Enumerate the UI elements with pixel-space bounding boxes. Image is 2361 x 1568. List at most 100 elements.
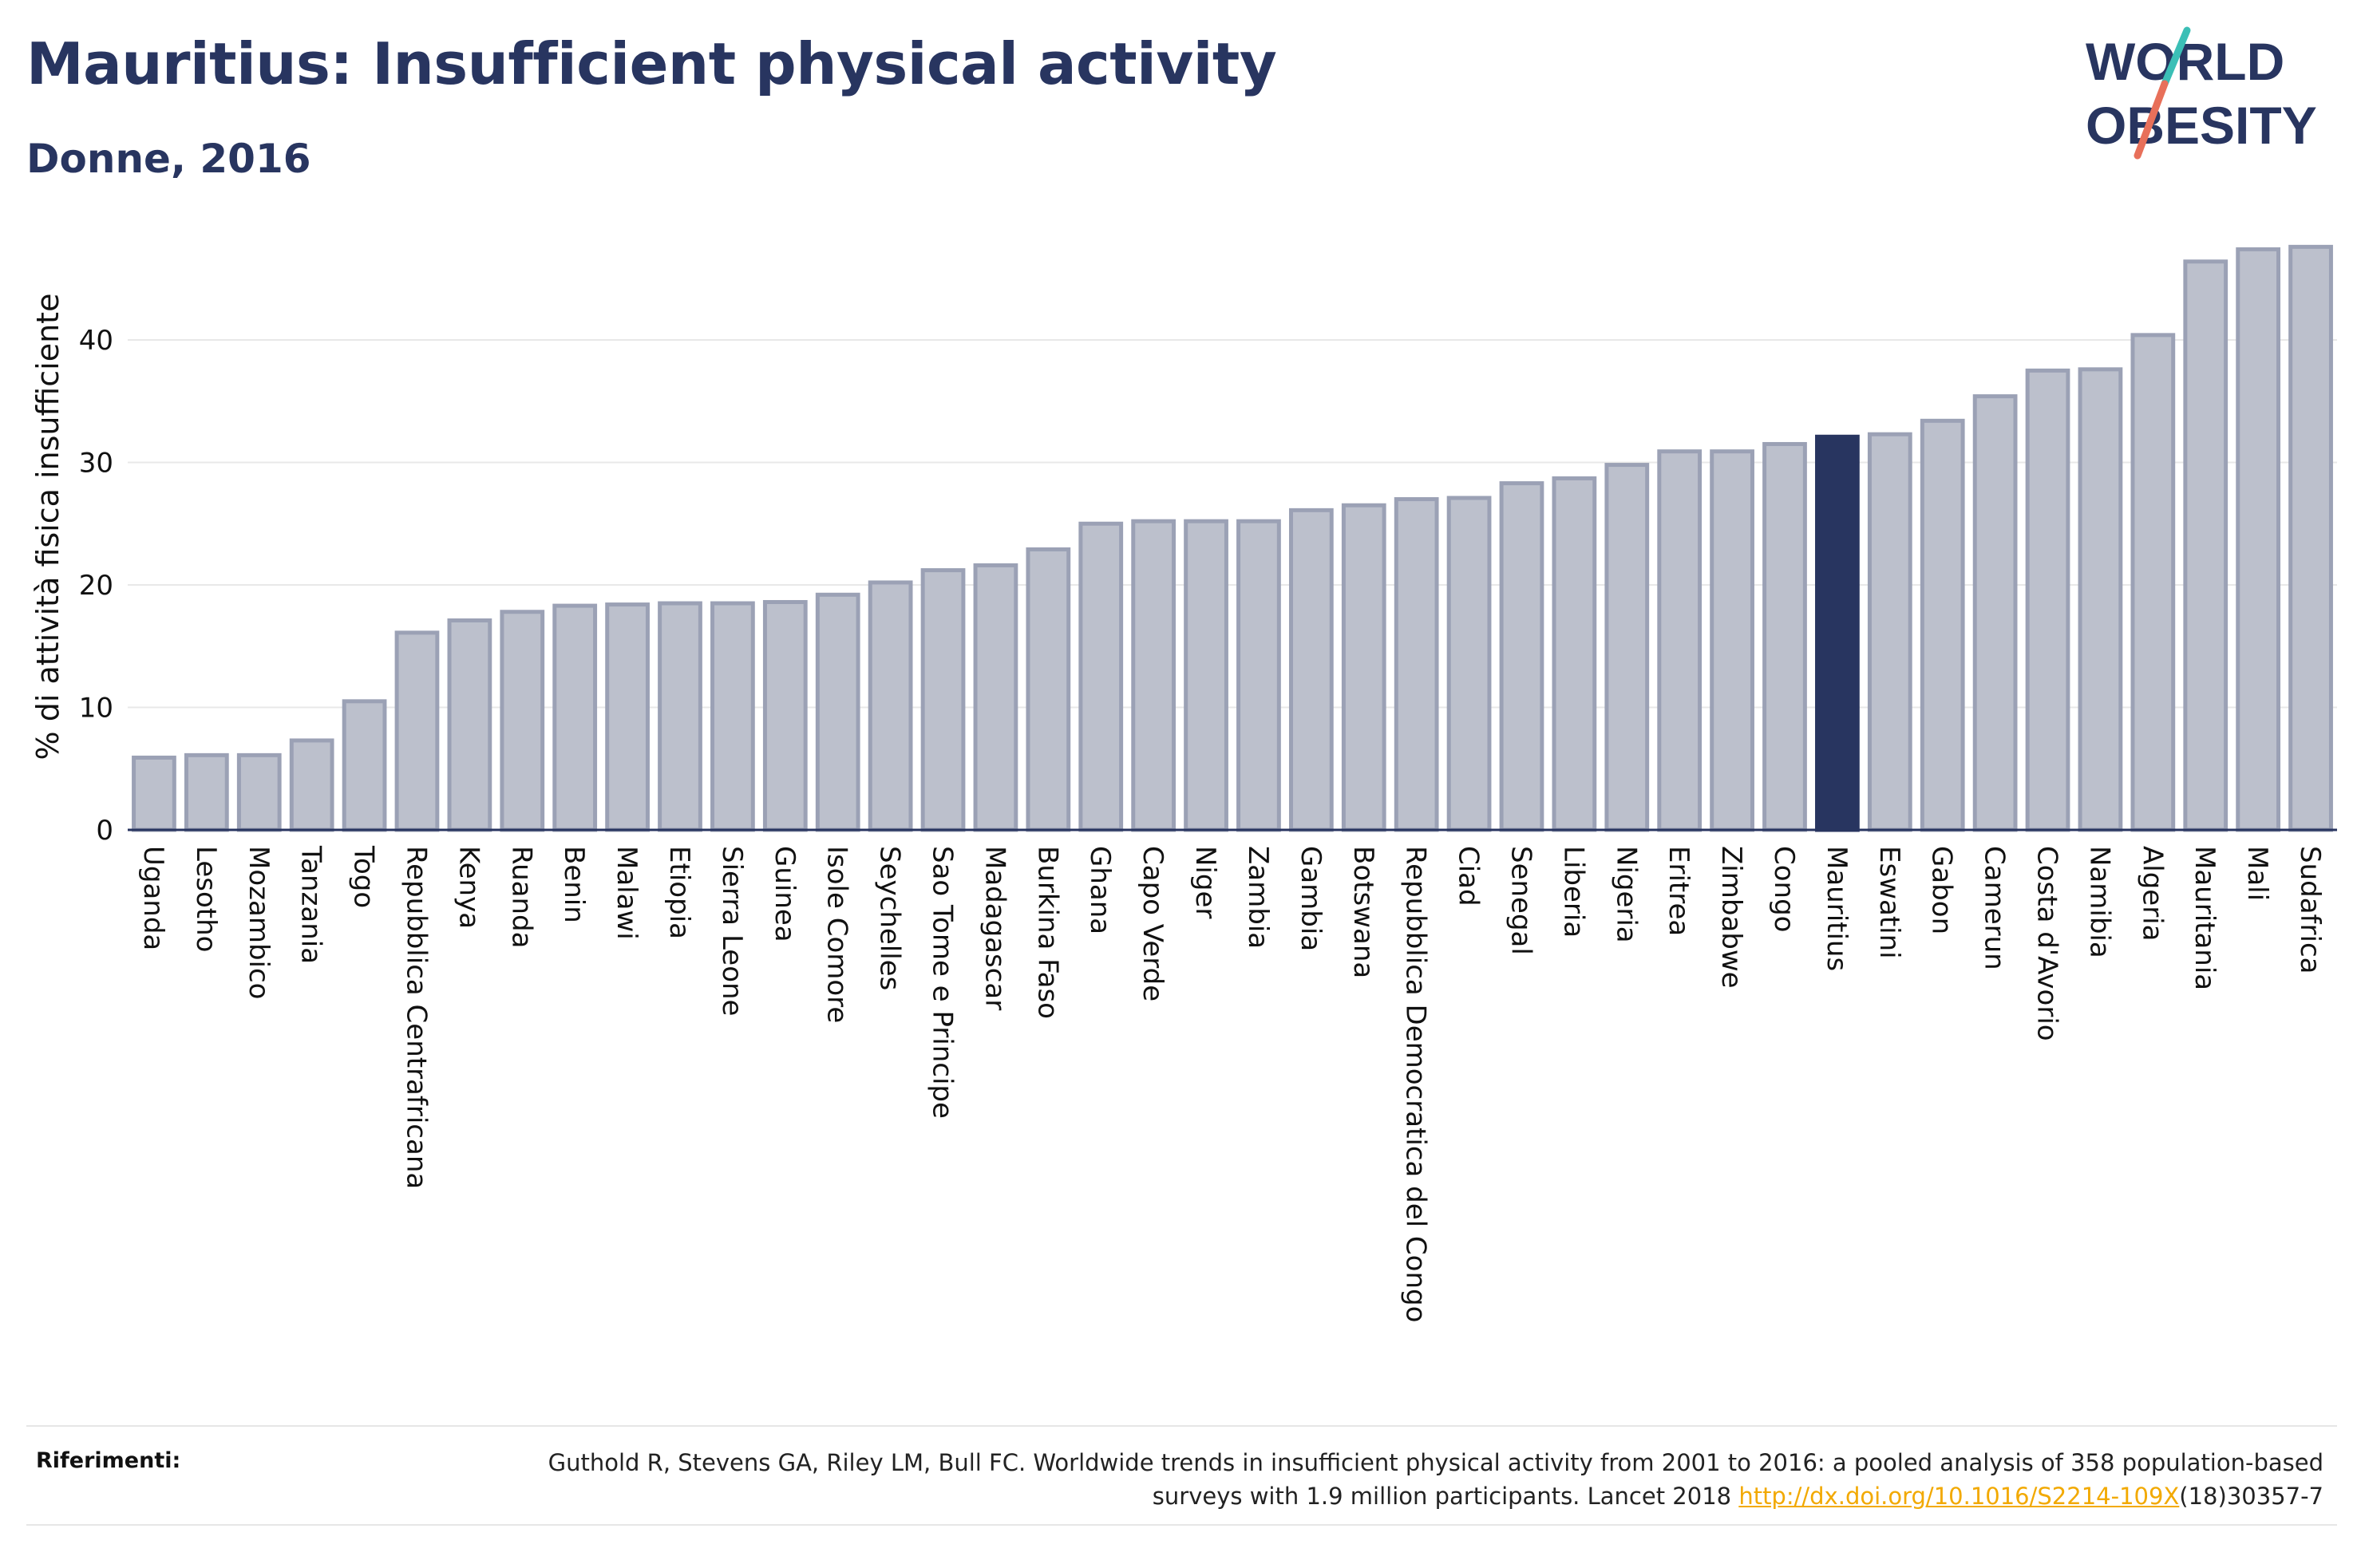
- x-tick-label: Eritrea: [1663, 846, 1695, 936]
- x-tick-label: Senegal: [1505, 846, 1536, 955]
- references-divider-top: [26, 1425, 2337, 1427]
- y-axis-title: % di attività fisica insufficiente: [30, 294, 65, 760]
- x-tick-label: Malawi: [611, 846, 643, 940]
- x-tick-label: Ghana: [1084, 846, 1116, 934]
- bar-kenya: [447, 618, 492, 832]
- bar-mali: [2236, 247, 2281, 832]
- references-citation-suffix: (18)30357-7: [2179, 1483, 2323, 1510]
- x-tick-label: Mauritania: [2189, 846, 2221, 990]
- bar-malawi: [605, 602, 650, 832]
- x-tick-label: Mali: [2241, 846, 2273, 901]
- x-tick-label: Camerun: [1979, 846, 2011, 970]
- bar-gabon: [1920, 418, 1965, 832]
- bar-costa-d-avorio: [2025, 368, 2070, 832]
- bar-repubblica-democratica-del-congo: [1394, 497, 1439, 832]
- bar-niger: [1184, 519, 1228, 832]
- x-tick-label: Algeria: [2136, 846, 2168, 941]
- x-tick-label: Eswatini: [1873, 846, 1905, 959]
- world-obesity-logo: WORLD OBESITY: [2086, 26, 2317, 160]
- bar-capo-verde: [1131, 519, 1177, 832]
- chart-subtitle: Donne, 2016: [26, 136, 311, 182]
- bar-uganda: [132, 755, 176, 832]
- bar-ciad: [1446, 496, 1492, 832]
- bar-ghana: [1078, 521, 1124, 832]
- x-tick-label: Zimbabwe: [1715, 846, 1747, 989]
- x-tick-label: Togo: [348, 845, 380, 908]
- x-tick-label: Costa d'Avorio: [2031, 846, 2063, 1041]
- bar-mauritania: [2183, 259, 2229, 832]
- x-tick-label: Benin: [558, 846, 590, 923]
- bar-lesotho: [184, 752, 229, 832]
- x-tick-label: Etiopia: [663, 846, 695, 939]
- references-doi-link[interactable]: http://dx.doi.org/10.1016/S2214-109X: [1738, 1483, 2180, 1510]
- x-tick-label: Madagascar: [979, 846, 1010, 1010]
- bar-chart: 0 10 20 30 40 % di attività fisica insufficie…: [30, 244, 2337, 1322]
- bar-zimbabwe: [1710, 449, 1754, 832]
- x-tick-label: Repubblica Democratica del Congo: [1400, 846, 1432, 1322]
- bar-gambia: [1288, 508, 1334, 832]
- x-tick-label: Niger: [1189, 846, 1221, 918]
- bar-namibia: [2078, 367, 2123, 832]
- x-tick-label: Ruanda: [505, 846, 537, 948]
- y-tick-label: 40: [79, 325, 113, 357]
- x-tick-label: Botswana: [1347, 846, 1379, 978]
- x-tick-label: Tanzania: [295, 845, 327, 964]
- x-tick-label: Namibia: [2083, 846, 2115, 958]
- bar-eswatini: [1867, 432, 1912, 832]
- y-tick-label: 10: [79, 693, 113, 725]
- bar-isole-comore: [815, 592, 860, 832]
- x-tick-label: Burkina Faso: [1031, 846, 1063, 1019]
- bar-etiopia: [658, 601, 702, 832]
- bar-ruanda: [500, 610, 545, 832]
- bar-sao-tome-e-principe: [920, 568, 966, 832]
- bar-senegal: [1499, 481, 1544, 832]
- logo-slash-top: [2161, 26, 2191, 88]
- bar-sudafrica: [2288, 244, 2333, 832]
- y-tick-label: 30: [79, 448, 113, 480]
- y-tick-label: 20: [79, 570, 113, 602]
- bar-seychelles: [868, 580, 913, 832]
- x-tick-label: Kenya: [453, 846, 484, 929]
- x-tick-label: Sao Tome e Principe: [927, 846, 959, 1119]
- bar-camerun: [1972, 394, 2018, 832]
- chart-title: Mauritius: Insufficient physical activit…: [26, 30, 1277, 97]
- bar-botswana: [1341, 503, 1386, 832]
- x-tick-label: Mozambico: [243, 846, 275, 999]
- bar-congo: [1762, 441, 1807, 832]
- logo-line2: OBESITY: [2086, 96, 2317, 155]
- x-tick-label: Seychelles: [874, 846, 906, 990]
- x-tick-label: Uganda: [137, 846, 169, 950]
- x-tick-label: Isole Comore: [821, 846, 853, 1023]
- x-tick-label: Ciad: [1453, 846, 1485, 906]
- bar-madagascar: [973, 563, 1018, 832]
- bar-liberia: [1552, 476, 1597, 832]
- bar-mauritius: [1815, 434, 1860, 832]
- references-text: Guthold R, Stevens GA, Riley LM, Bull FC…: [488, 1446, 2323, 1513]
- x-tick-label: Repubblica Centrafricana: [400, 846, 432, 1189]
- y-tick-label: 0: [96, 815, 113, 847]
- bar-zambia: [1236, 519, 1281, 832]
- logo-slash-bottom: [2134, 80, 2169, 160]
- x-tick-label: Liberia: [1557, 846, 1589, 938]
- x-tick-label: Capo Verde: [1137, 846, 1169, 1001]
- bar-guinea: [762, 599, 808, 832]
- x-tick-label: Nigeria: [1610, 846, 1642, 943]
- bar-tanzania: [289, 738, 334, 832]
- x-tick-label: Zambia: [1242, 846, 1274, 949]
- x-tick-label: Congo: [1768, 846, 1800, 932]
- x-tick-label: Mauritius: [1821, 846, 1853, 971]
- bar-repubblica-centrafricana: [394, 630, 440, 832]
- x-tick-label: Lesotho: [190, 846, 222, 952]
- bar-eritrea: [1657, 449, 1703, 832]
- x-tick-label: Gabon: [1926, 846, 1958, 934]
- bar-algeria: [2130, 333, 2176, 832]
- x-tick-label: Sudafrica: [2294, 846, 2326, 974]
- references-citation: Guthold R, Stevens GA, Riley LM, Bull FC…: [548, 1449, 2323, 1510]
- bar-nigeria: [1604, 463, 1650, 832]
- bar-mozambico: [236, 752, 282, 832]
- bar-togo: [342, 699, 387, 832]
- bar-burkina-faso: [1026, 547, 1071, 832]
- references-divider-bottom: [26, 1524, 2337, 1526]
- x-tick-label: Sierra Leone: [716, 846, 748, 1016]
- references-label: Riferimenti:: [36, 1448, 181, 1473]
